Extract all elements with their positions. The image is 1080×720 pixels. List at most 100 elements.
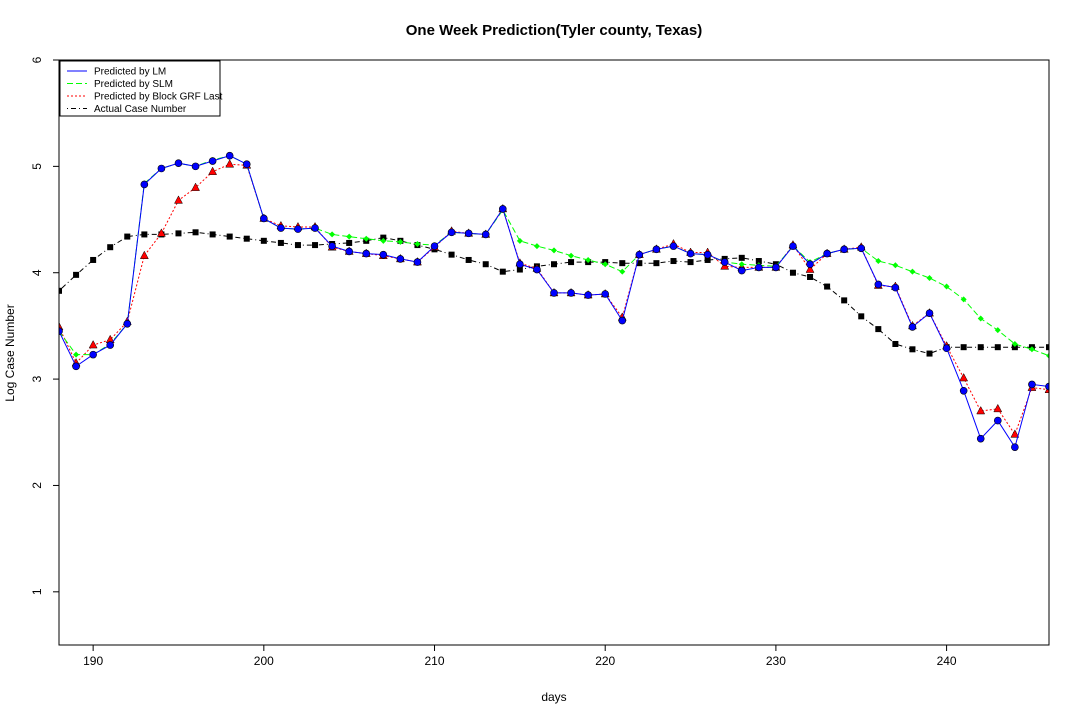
data-point: [1028, 380, 1036, 389]
data-point: [380, 234, 387, 241]
data-point: [669, 242, 678, 250]
data-point: [533, 265, 541, 274]
data-point: [738, 261, 745, 268]
data-point: [345, 247, 353, 256]
data-point: [362, 249, 371, 258]
legend-box: [59, 60, 221, 117]
data-point: [516, 266, 523, 273]
data-point: [926, 350, 933, 357]
y-tick-label: 4: [30, 269, 44, 276]
x-tick-label: 240: [937, 654, 957, 668]
data-point: [1046, 344, 1049, 351]
x-tick-label: 220: [595, 654, 615, 668]
data-point: [823, 249, 831, 258]
data-point: [277, 224, 285, 232]
data-point: [789, 269, 796, 276]
data-point: [413, 258, 422, 266]
data-point: [737, 266, 746, 275]
data-point: [704, 256, 711, 263]
chart-title: One Week Prediction(Tyler county, Texas): [406, 22, 702, 39]
data-point: [567, 289, 575, 297]
data-point: [208, 157, 217, 165]
data-point: [464, 229, 473, 238]
data-point: [908, 323, 917, 331]
y-tick-label: 5: [30, 163, 44, 170]
data-point: [311, 224, 319, 232]
data-point: [156, 228, 166, 237]
data-point: [1045, 382, 1049, 391]
data-point: [943, 283, 950, 290]
data-point: [191, 182, 200, 191]
y-tick-label: 3: [30, 375, 44, 382]
data-point: [806, 260, 814, 269]
data-point: [73, 271, 80, 278]
data-point: [481, 230, 490, 239]
data-point: [328, 242, 336, 250]
data-point: [209, 231, 216, 238]
axes: 190 200 210 220 230 240 1 2 3 4 5 6: [30, 56, 957, 668]
data-point: [106, 341, 115, 349]
data-point: [976, 434, 985, 443]
legend-label: Predicted by Block GRF Last: [94, 92, 223, 103]
data-point: [516, 260, 524, 269]
data-point: [653, 260, 660, 267]
data-point: [602, 261, 609, 268]
data-point: [516, 237, 523, 244]
data-point: [993, 416, 1002, 425]
data-point: [482, 261, 489, 268]
data-point: [174, 195, 183, 204]
data-point: [687, 259, 694, 266]
data-point: [192, 229, 199, 236]
data-point: [447, 228, 456, 237]
series-line: [59, 155, 1049, 449]
data-point: [875, 258, 882, 265]
data-point: [635, 250, 644, 259]
data-point: [499, 268, 506, 275]
data-point: [157, 164, 166, 173]
y-tick-label: 6: [30, 56, 44, 63]
data-point: [89, 350, 97, 359]
data-point: [618, 316, 627, 325]
data-point: [72, 362, 80, 371]
data-point: [174, 159, 183, 167]
data-point: [551, 261, 557, 268]
data-point: [960, 296, 967, 303]
x-axis-label: days: [541, 690, 566, 704]
data-point: [88, 340, 98, 349]
data-point: [346, 239, 353, 246]
data-point: [379, 250, 388, 259]
data-point: [397, 238, 404, 245]
data-point: [772, 263, 780, 272]
data-point: [243, 235, 250, 242]
x-tick-label: 190: [83, 654, 103, 668]
data-point: [789, 242, 797, 250]
data-point: [977, 315, 984, 322]
data-point: [191, 162, 200, 171]
series-2: [59, 159, 1049, 438]
data-point: [619, 260, 626, 267]
data-point: [892, 262, 899, 269]
data-point: [533, 243, 540, 250]
data-point: [891, 283, 900, 292]
data-point: [977, 344, 984, 351]
data-point: [584, 291, 592, 299]
data-point: [807, 273, 814, 280]
data-point: [857, 244, 866, 253]
data-point: [498, 205, 507, 213]
data-point: [141, 231, 148, 238]
data-point: [380, 237, 387, 244]
data-point: [824, 283, 831, 290]
data-point: [90, 256, 97, 263]
y-tick-label: 2: [30, 482, 44, 489]
data-point: [703, 250, 712, 259]
data-point: [925, 309, 934, 317]
series-0: [59, 151, 1049, 451]
data-point: [1011, 443, 1019, 451]
data-point: [107, 244, 114, 251]
data-point: [875, 326, 882, 333]
data-point: [909, 268, 916, 275]
data-point: [976, 405, 986, 415]
data-point: [414, 241, 421, 248]
